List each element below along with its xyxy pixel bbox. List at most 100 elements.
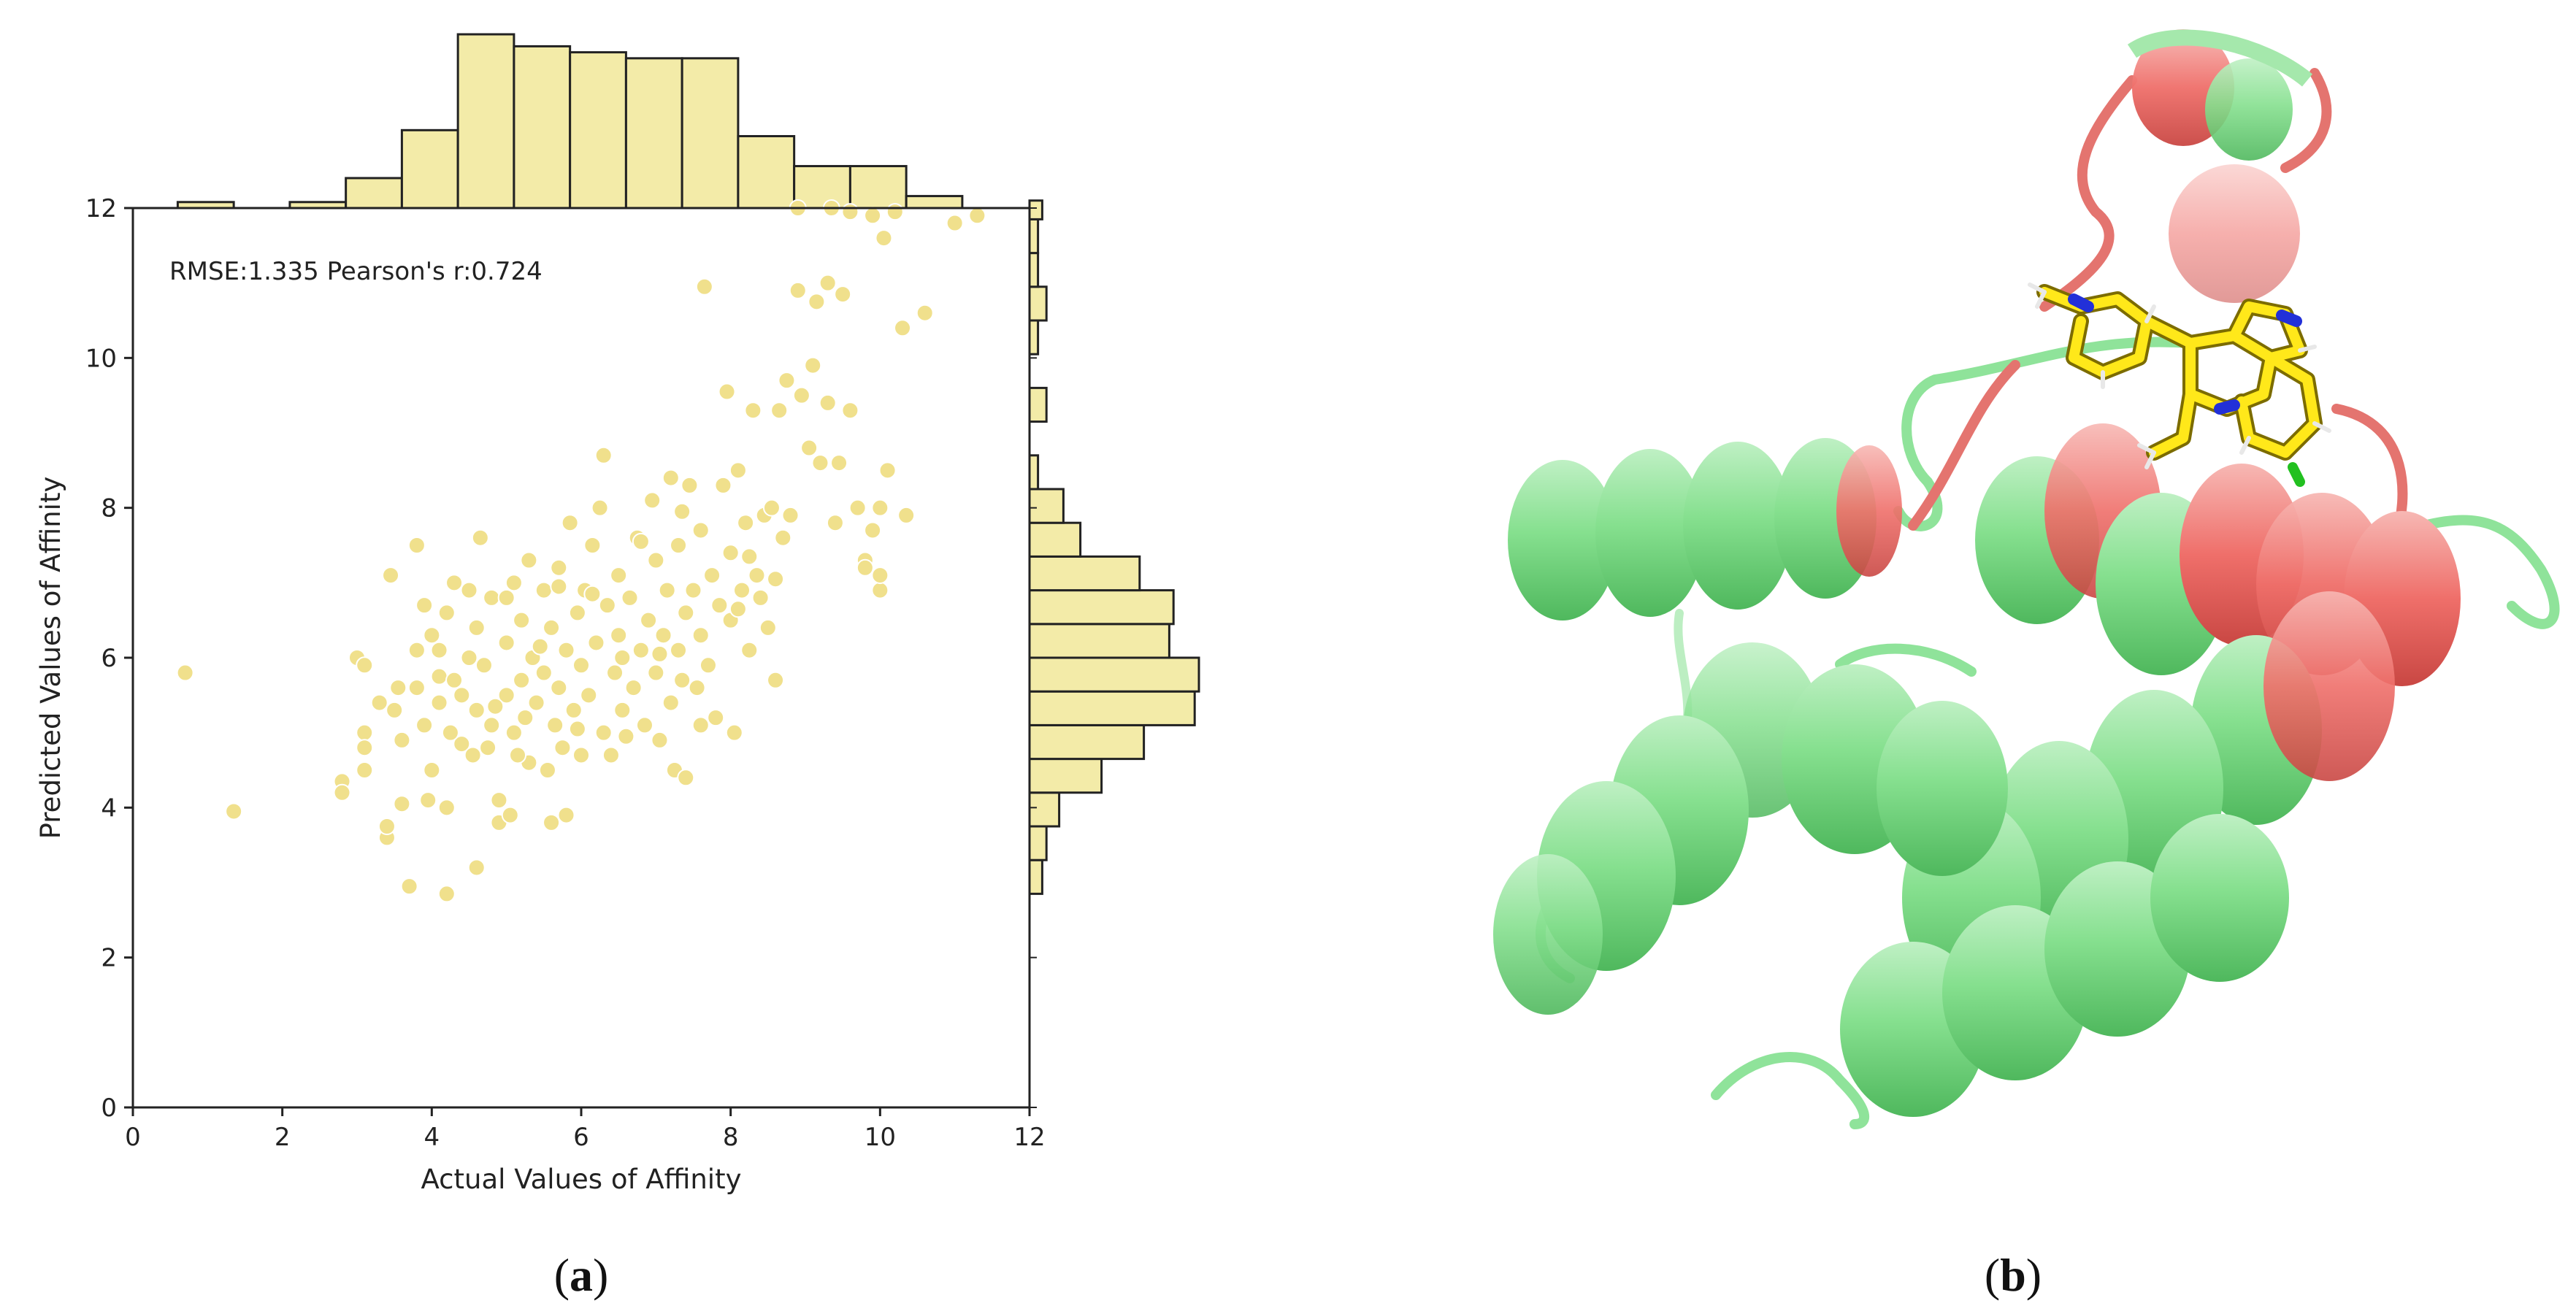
scatter-point [770,402,789,420]
scatter-point [580,686,598,704]
scatter-point [483,588,501,607]
scatter-point [707,709,725,727]
scatter-point [497,686,515,704]
histogram-bar [456,33,515,210]
histogram-bar [793,165,851,210]
scatter-point [670,641,688,659]
panel-label-b: (b) [1985,1249,2042,1301]
scatter-point [453,686,471,704]
scatter-point [602,746,620,764]
scatter-point [513,671,531,689]
scatter-point [774,529,792,547]
histogram-bar [905,195,964,210]
scatter-point [407,641,426,659]
scatter-point [834,285,852,304]
scatter-point [550,558,568,577]
scatter-point [437,799,456,817]
x-axis-ticks: 0 2 4 6 8 10 12 [125,1107,1046,1152]
scatter-point [538,761,556,779]
histogram-bar [1028,285,1048,322]
y-tick-label: 10 [85,344,117,373]
right-marginal-histogram [1028,199,1200,895]
scatter-point [423,761,441,779]
scatter-point [658,581,676,599]
histogram-bar [681,57,740,210]
scatter-point [225,802,243,821]
scatter-point [606,664,624,682]
histogram-bar [737,135,796,210]
scatter-point [516,709,534,727]
top-marginal-histogram [176,33,964,210]
scatter-point [505,574,523,592]
scatter-point [505,723,523,742]
scatter-point [811,454,829,472]
scatter-point [583,585,602,603]
scatter-point [617,727,635,745]
histogram-bar [345,177,403,210]
scatter-point [751,588,770,607]
scatter-point [475,656,493,675]
scatter-point [897,506,916,524]
scatter-point [613,649,632,666]
scatter-point [479,739,497,757]
scatter-point [767,570,785,588]
histogram-bar [1028,825,1048,861]
scatter-point [691,521,710,539]
scatter-point [568,604,586,622]
scatter-point [651,645,669,663]
histogram-bar [1028,758,1103,794]
scatter-point [467,701,486,719]
scatter-point [621,588,639,607]
histogram-bar [1028,858,1043,895]
scatter-point [733,581,751,599]
scatter-point [886,203,904,221]
scatter-point [654,626,672,645]
scatter-point [677,604,695,622]
scatter-point [430,641,448,659]
scatter-point [613,701,632,719]
scatter-point [550,577,568,596]
helix-top [2127,29,2313,303]
x-tick-label: 0 [125,1123,141,1152]
helix-left-lower [1493,642,2008,1015]
scatter-point [673,671,691,689]
scatter-point [781,506,800,524]
scatter-point [800,439,819,457]
histogram-bar [848,165,908,210]
scatter-point [856,558,874,577]
scatter-point [878,461,897,480]
y-tick-label: 6 [101,644,117,673]
scatter-point [598,596,616,615]
scatter-point [635,716,653,734]
y-tick-label: 4 [101,794,117,823]
scatter-point [543,813,561,831]
scatter-point [670,537,688,554]
panel-label-a: (a) [554,1249,609,1301]
scatter-point [400,877,418,896]
scatter-point [632,532,650,550]
histogram-bar [1028,454,1040,491]
scatter-point [543,618,561,637]
scatter-point [684,581,702,599]
scatter-point [740,548,759,566]
scatter-point [841,203,859,221]
scatter-point [464,746,482,764]
scatter-point [594,446,613,464]
scatter-point [688,679,706,697]
scatter-point [841,402,859,420]
scatter-point [647,551,665,569]
histogram-bar [1028,488,1065,524]
scatter-point [415,596,434,615]
scatter-point [610,626,628,645]
scatter-point [356,723,374,742]
scatter-point [467,618,486,637]
scatter-point [643,491,662,510]
histogram-bar [1028,319,1040,356]
y-tick-label: 2 [101,944,117,973]
scatter-point [471,529,489,547]
scatter-point [445,671,464,689]
scatter-point [759,618,777,637]
scatter-point [848,499,867,517]
scatter-point [419,791,437,810]
scatter-point [826,514,844,532]
